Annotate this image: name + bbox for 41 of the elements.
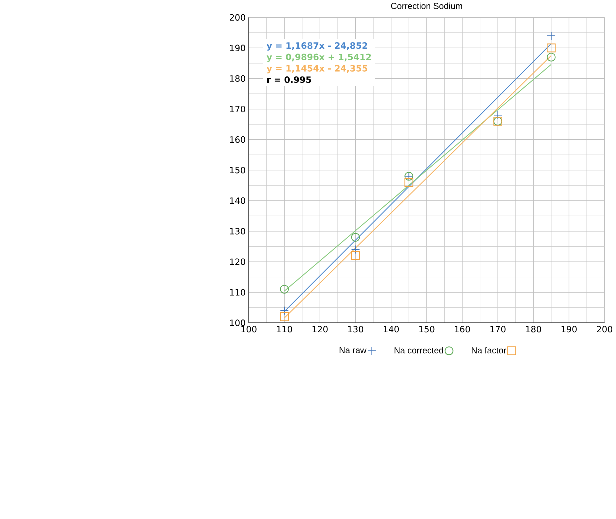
y-tick-label: 100: [230, 320, 246, 327]
y-tick-label: 130: [230, 228, 246, 235]
point: [280, 285, 290, 294]
y-tick-label: 180: [230, 76, 246, 82]
point: [351, 233, 360, 242]
y-tick-label: 170: [230, 106, 246, 113]
point: [351, 252, 360, 261]
y-tick-label: 150: [230, 167, 246, 174]
y-tick-label: 200: [230, 14, 246, 22]
x-tick-label: 150: [420, 326, 435, 333]
x-tick-label: 100: [242, 326, 257, 333]
x-tick-label: 180: [526, 326, 542, 333]
legend-label: Na corrected: [394, 347, 444, 354]
x-tick-label: 200: [597, 326, 613, 333]
point: [547, 32, 556, 41]
annotation: y = 0,9896x + 1,5412: [266, 54, 372, 62]
legend-label: Na raw: [340, 348, 367, 354]
point: [280, 312, 290, 322]
x-tick-label: 190: [562, 326, 577, 333]
x-tick-label: 160: [455, 326, 470, 333]
y-tick-label: 140: [230, 198, 246, 204]
y-tick-label: 190: [230, 45, 246, 52]
point: [547, 53, 556, 62]
point: [351, 246, 360, 254]
point: [547, 44, 556, 53]
x-tick-label: 120: [312, 326, 328, 333]
point: [404, 178, 414, 188]
x-tick-label: 110: [277, 326, 292, 333]
point: [494, 111, 502, 120]
chart-title: Correction Sodium: [391, 3, 462, 10]
x-tick-label: 170: [490, 326, 506, 333]
annotation: y = 1,1687x - 24,852: [266, 42, 368, 52]
x-tick-label: 140: [384, 326, 400, 333]
y-tick-label: 120: [230, 258, 246, 266]
legend-label: Na factor: [472, 347, 506, 354]
y-tick-label: 160: [230, 136, 246, 144]
x-tick-label: 130: [348, 326, 364, 333]
annotation: r = 0.995: [267, 76, 312, 84]
y-tick-label: 110: [230, 289, 246, 296]
annotation: y = 1,1454x - 24,355: [266, 65, 368, 74]
point: [280, 306, 290, 316]
